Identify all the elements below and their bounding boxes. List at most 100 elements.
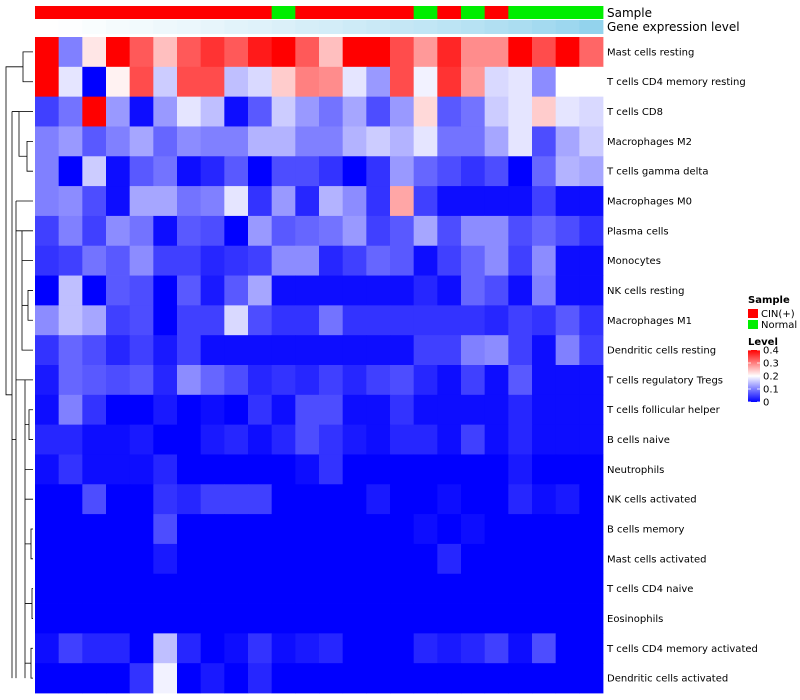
heatmap-cell <box>295 603 320 634</box>
heatmap-cell <box>153 275 178 306</box>
heatmap-cell <box>295 484 320 515</box>
heatmap-cell <box>153 215 178 247</box>
heatmap-cell <box>200 245 225 276</box>
sample-track-cell <box>153 6 178 19</box>
heatmap-cell <box>35 96 60 127</box>
heatmap-cell <box>366 543 391 575</box>
heatmap-cell <box>342 543 367 575</box>
heatmap-cell <box>532 126 557 157</box>
level-tick-label: 0.2 <box>763 372 779 383</box>
row-label: T cells CD4 naive <box>606 584 693 595</box>
row-label: Plasma cells <box>607 226 669 237</box>
heatmap-cell <box>248 394 273 426</box>
heatmap-cell <box>82 186 107 217</box>
heatmap-cell <box>390 514 415 545</box>
heatmap-cell <box>461 186 486 217</box>
heatmap-cell <box>579 305 604 336</box>
level-track-cell <box>484 20 509 34</box>
heatmap-cell <box>366 96 391 127</box>
heatmap-cell <box>342 156 367 187</box>
heatmap-cell <box>58 454 83 485</box>
heatmap-cell <box>200 484 225 515</box>
heatmap-cell <box>390 573 415 604</box>
heatmap-cell <box>106 663 131 694</box>
heatmap-cell <box>437 394 462 426</box>
heatmap-cell <box>153 514 178 545</box>
level-track-cell <box>129 20 154 34</box>
heatmap-cell <box>200 394 225 426</box>
heatmap-cell <box>437 484 462 515</box>
level-track-cell <box>342 20 367 34</box>
heatmap-cell <box>555 424 580 455</box>
heatmap-cell <box>366 663 391 694</box>
heatmap-cell <box>35 424 60 455</box>
heatmap-cell <box>555 335 580 366</box>
heatmap-cell <box>555 66 580 98</box>
heatmap-cell <box>200 365 225 396</box>
heatmap-cell <box>437 424 462 455</box>
heatmap-cell <box>390 543 415 575</box>
heatmap-cell <box>366 275 391 306</box>
heatmap-cell <box>319 514 344 545</box>
heatmap-cell <box>319 573 344 604</box>
heatmap-cell <box>532 603 557 634</box>
dendrogram-branch <box>16 379 26 679</box>
heatmap-cell <box>82 245 107 276</box>
row-label: Dendritic cells resting <box>607 346 716 357</box>
heatmap-cell <box>82 663 107 694</box>
heatmap-cell <box>366 215 391 247</box>
sample-track-cell <box>342 6 367 19</box>
heatmap-cell <box>177 37 202 68</box>
heatmap-cell <box>82 215 107 247</box>
heatmap-cell <box>295 543 320 575</box>
heatmap-cell <box>366 37 391 68</box>
heatmap-cell <box>413 215 438 247</box>
heatmap-cell <box>579 245 604 276</box>
heatmap-cell <box>153 454 178 485</box>
heatmap-cell <box>579 126 604 157</box>
heatmap-cell <box>366 484 391 515</box>
heatmap-cell <box>532 305 557 336</box>
heatmap-cell <box>413 305 438 336</box>
heatmap-cell <box>35 275 60 306</box>
row-label: T cells gamma delta <box>606 167 708 178</box>
level-track-cell <box>413 20 438 34</box>
heatmap-cell <box>579 66 604 98</box>
sample-track-cell <box>508 6 533 19</box>
heatmap-cell <box>129 66 154 98</box>
heatmap-cell <box>461 573 486 604</box>
heatmap-cell <box>532 573 557 604</box>
heatmap-cell <box>508 245 533 276</box>
dendrogram-branch <box>25 379 33 426</box>
heatmap-cell <box>532 633 557 664</box>
heatmap-cell <box>248 335 273 366</box>
level-track-cell <box>177 20 202 34</box>
heatmap-cell <box>177 156 202 187</box>
heatmap-cell <box>484 603 509 634</box>
heatmap-cell <box>35 514 60 545</box>
heatmap-cell <box>248 454 273 485</box>
heatmap-cell <box>579 186 604 217</box>
heatmap-cell <box>461 543 486 575</box>
heatmap-cell <box>342 603 367 634</box>
heatmap-cell <box>295 454 320 485</box>
sample-track-label: Sample <box>607 6 652 20</box>
heatmap-cell <box>200 633 225 664</box>
heatmap-cell <box>153 573 178 604</box>
heatmap-cell <box>224 603 249 634</box>
heatmap-cell <box>508 275 533 306</box>
level-track-cell <box>461 20 486 34</box>
heatmap-cell <box>248 66 273 98</box>
heatmap-cell <box>508 66 533 98</box>
level-track-cell <box>555 20 580 34</box>
heatmap-cell <box>461 335 486 366</box>
heatmap-cell <box>366 603 391 634</box>
heatmap-cell <box>248 365 273 396</box>
heatmap-cell <box>200 424 225 455</box>
heatmap-cell <box>342 66 367 98</box>
heatmap-cell <box>200 663 225 694</box>
heatmap-cell <box>248 543 273 575</box>
heatmap-cell <box>106 37 131 68</box>
heatmap-cell <box>106 365 131 396</box>
dendrogram-branch <box>5 66 23 396</box>
